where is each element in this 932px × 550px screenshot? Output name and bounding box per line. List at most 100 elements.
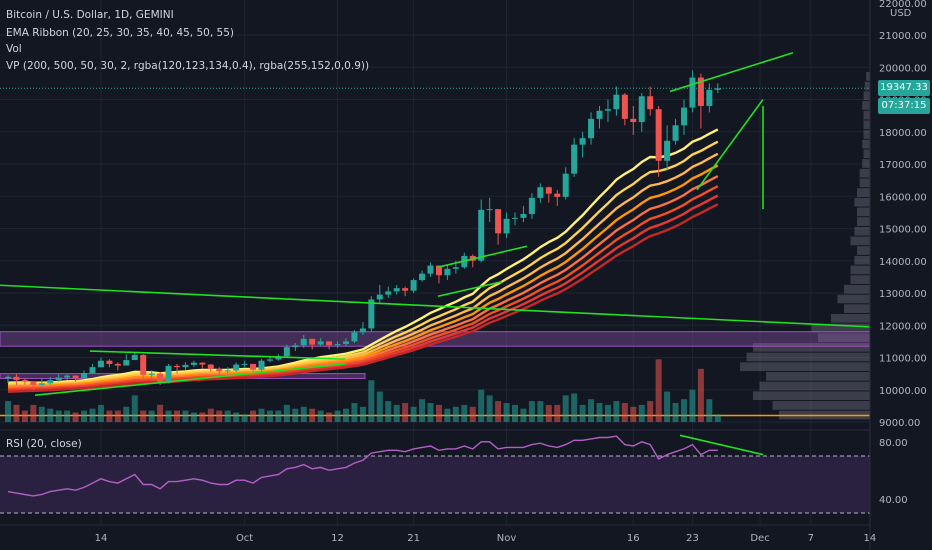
candle-body xyxy=(486,209,493,211)
volume-bar xyxy=(182,410,189,422)
volume-bar xyxy=(630,406,637,422)
volume-bar xyxy=(681,399,687,422)
volume-bar xyxy=(207,408,214,422)
volume-profile-legend[interactable]: VP (200, 500, 50, 30, 2, rgba(120,123,13… xyxy=(6,60,370,72)
candle-body xyxy=(275,356,282,360)
rsi-legend[interactable]: RSI (20, close) xyxy=(6,438,82,450)
volume-bar xyxy=(64,410,71,422)
candle-body xyxy=(503,218,510,234)
currency-label: USD xyxy=(890,8,912,19)
channel-upper-line xyxy=(437,245,528,268)
candle-body xyxy=(376,294,383,300)
rsi-band xyxy=(0,456,870,513)
vp-bar xyxy=(850,265,870,275)
candle-body xyxy=(452,267,459,269)
candle-body xyxy=(292,345,299,348)
volume-bar xyxy=(190,412,197,422)
volume-bar xyxy=(5,401,11,422)
candle-body xyxy=(706,89,713,106)
candle-body xyxy=(672,125,679,141)
x-tick-label: 21 xyxy=(407,533,420,544)
volume-bar xyxy=(486,395,493,422)
candle-body xyxy=(199,362,206,365)
candle-body xyxy=(47,380,54,384)
candle-body xyxy=(224,370,231,372)
y-tick-label: 17000.00 xyxy=(879,160,927,171)
trendlines[interactable] xyxy=(0,51,871,456)
volume-bar xyxy=(266,410,273,422)
candle-body xyxy=(621,94,628,119)
wedge-upper-line xyxy=(669,51,794,93)
candle-body xyxy=(283,347,290,357)
ema-ribbon-legend[interactable]: EMA Ribbon (20, 25, 30, 35, 40, 45, 50, … xyxy=(6,27,234,39)
ema-line xyxy=(7,185,719,391)
volume-bar xyxy=(258,408,265,422)
candle-body xyxy=(596,110,603,119)
volume-bar xyxy=(106,410,113,422)
vp-bar xyxy=(831,313,870,323)
volume-bar xyxy=(334,410,341,422)
candle-body xyxy=(131,354,138,361)
volume-bar xyxy=(216,410,223,422)
volume-bar xyxy=(199,412,206,422)
candle-body xyxy=(216,368,223,372)
candle-body xyxy=(478,209,485,261)
candle-body xyxy=(427,265,434,274)
vp-bar xyxy=(753,342,870,352)
volume-bar xyxy=(283,404,290,422)
y-tick-label: 15000.00 xyxy=(879,225,927,236)
volume-bar xyxy=(655,359,662,422)
candle-body xyxy=(343,341,349,344)
vp-bar xyxy=(863,149,870,159)
x-tick-label: Dec xyxy=(750,533,769,544)
vp-bar xyxy=(772,401,870,410)
candle-body xyxy=(351,332,358,342)
triangle-lower-line xyxy=(34,363,346,397)
volume-bar xyxy=(554,404,561,422)
candle-body xyxy=(604,109,611,111)
volume-legend[interactable]: Vol xyxy=(6,43,22,55)
ema-line xyxy=(7,140,719,386)
y-tick-label: 13000.00 xyxy=(879,289,927,300)
candle-body xyxy=(681,107,687,126)
vp-bar xyxy=(857,207,870,217)
vp-bar xyxy=(857,217,870,226)
candle-body xyxy=(207,364,214,369)
volume-bar xyxy=(47,408,54,422)
vp-bar xyxy=(746,352,870,362)
candle-body xyxy=(114,363,121,366)
vp-bar xyxy=(862,101,870,110)
volume-bar xyxy=(435,404,442,422)
candle-body xyxy=(638,96,645,123)
ema-line xyxy=(7,152,719,387)
volume-bar xyxy=(81,410,88,422)
candle-body xyxy=(258,360,265,370)
volume-bar xyxy=(241,414,248,422)
candle-body xyxy=(571,144,578,174)
candles[interactable] xyxy=(5,70,721,390)
candle-body xyxy=(21,380,28,382)
candle-body xyxy=(528,197,535,214)
volume-bar xyxy=(469,406,476,422)
current-price-tag: 19347.33 xyxy=(878,80,930,96)
volume-bar xyxy=(588,399,595,422)
y-tick-label: 21000.00 xyxy=(879,31,927,42)
vp-bar xyxy=(818,333,870,342)
volume-bar xyxy=(596,403,603,422)
volume-bar xyxy=(604,404,611,422)
candle-body xyxy=(512,217,518,219)
volume-bar xyxy=(165,410,172,422)
volume-bar xyxy=(571,393,578,422)
vp-bar xyxy=(864,81,870,91)
rsi-pane xyxy=(0,435,870,514)
volume-bar xyxy=(562,395,569,422)
candle-body xyxy=(495,209,502,234)
volume-bar xyxy=(689,389,696,422)
candle-body xyxy=(140,354,147,375)
vp-bar xyxy=(854,226,870,236)
volume-bar xyxy=(123,406,130,422)
volume-bar xyxy=(385,401,392,422)
vp-bar xyxy=(863,91,870,101)
